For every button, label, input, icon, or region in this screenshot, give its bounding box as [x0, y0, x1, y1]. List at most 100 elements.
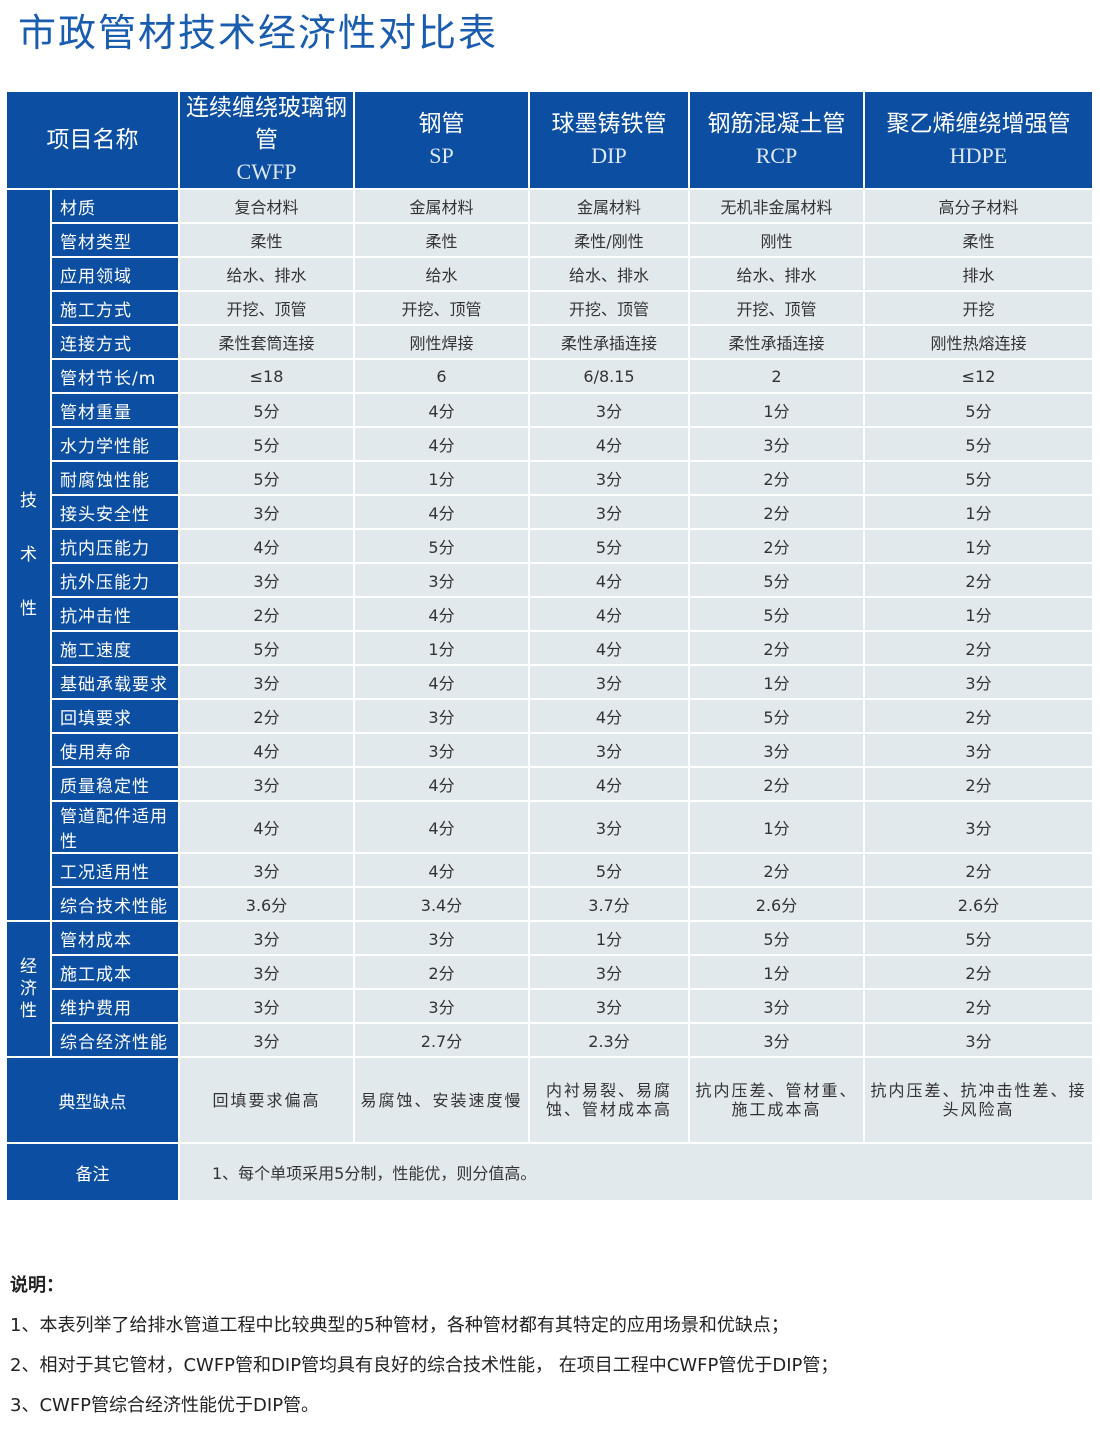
cell-value: 1分: [688, 392, 865, 428]
row-label: 工况适用性: [50, 852, 180, 888]
cell-value: 5分: [863, 460, 1094, 496]
cell-value: 3分: [353, 562, 530, 598]
cell-value: 3分: [178, 852, 355, 888]
cell-value: 4分: [353, 596, 530, 632]
cell-value: 4分: [178, 732, 355, 768]
cell-value: 3分: [528, 800, 690, 854]
row-label: 施工成本: [50, 954, 180, 990]
row-label: 质量稳定性: [50, 766, 180, 802]
column-name-en: RCP: [755, 143, 798, 168]
cell-value: 3分: [353, 988, 530, 1024]
cell-value: 1分: [688, 800, 865, 854]
cell-value: 高分子材料: [863, 188, 1094, 224]
column-name-en: SP: [429, 143, 454, 168]
explanation-line: 2、相对于其它管材，CWFP管和DIP管均具有良好的综合技术性能， 在项目工程中…: [10, 1355, 839, 1376]
cell-value: 3分: [353, 698, 530, 734]
cell-value: 开挖、顶管: [688, 290, 865, 326]
cell-value: 3分: [178, 920, 355, 956]
cell-value: 3分: [688, 426, 865, 462]
cell-value: 1分: [353, 630, 530, 666]
cell-value: 3.7分: [528, 886, 690, 922]
explanation-line: 1、本表列举了给排水管道工程中比较典型的5种管材，各种管材都有其特定的应用场景和…: [10, 1315, 789, 1336]
cell-value: 3分: [688, 732, 865, 768]
cell-value: 1分: [863, 494, 1094, 530]
cell-value: 4分: [353, 800, 530, 854]
defects-label: 典型缺点: [5, 1056, 180, 1144]
row-label: 连接方式: [50, 324, 180, 360]
cell-value: 5分: [688, 596, 865, 632]
explanation-heading: 说明：: [10, 1275, 64, 1296]
cell-value: 柔性承插连接: [528, 324, 690, 360]
cell-value: 5分: [178, 392, 355, 428]
defect-cell: 内衬易裂、易腐蚀、管材成本高: [528, 1056, 690, 1144]
cell-value: 3.6分: [178, 886, 355, 922]
cell-value: 给水、排水: [688, 256, 865, 292]
header-column-sp: 钢管 SP: [353, 90, 530, 190]
cell-value: 6/8.15: [528, 358, 690, 394]
cell-value: 4分: [528, 698, 690, 734]
defect-cell: 回填要求偏高: [178, 1056, 355, 1144]
cell-value: 开挖: [863, 290, 1094, 326]
cell-value: 柔性承插连接: [688, 324, 865, 360]
cell-value: 3分: [178, 1022, 355, 1058]
table-row: 技术性材质 复合材料 金属材料 金属材料 无机非金属材料 高分子材料: [5, 188, 1094, 922]
header-column-dip: 球墨铸铁管 DIP: [528, 90, 690, 190]
defects-row: 典型缺点 回填要求偏高 易腐蚀、安装速度慢 内衬易裂、易腐蚀、管材成本高 抗内压差、管材…: [5, 1056, 1094, 1144]
cell-value: 4分: [528, 766, 690, 802]
cell-value: 2分: [688, 852, 865, 888]
cell-value: 5分: [178, 460, 355, 496]
table-row: 施工成本 3分 2分 3分 1分 2分: [6, 954, 1094, 990]
cell-value: 2分: [688, 494, 865, 530]
row-label: 抗冲击性: [50, 596, 180, 632]
cell-value: 2分: [688, 528, 865, 564]
cell-value: 3分: [863, 664, 1094, 700]
cell-value: 1分: [353, 460, 530, 496]
cell-value: 排水: [863, 256, 1094, 292]
cell-value: 开挖、顶管: [353, 290, 530, 326]
cell-value: 2分: [863, 988, 1094, 1024]
cell-value: 2: [688, 358, 865, 394]
cell-value: 金属材料: [353, 188, 530, 224]
row-label: 材质: [50, 188, 180, 224]
cell-value: 3分: [863, 732, 1094, 768]
cell-value: 柔性: [863, 222, 1094, 258]
comparison-table: 项目名称 连续缠绕玻璃钢管 CWFP 钢管 SP 球墨铸铁管 DIP 钢筋混凝土管 RCP 聚乙…: [5, 90, 1094, 1202]
cell-value: 4分: [528, 630, 690, 666]
cell-value: 3分: [178, 766, 355, 802]
table-row: 抗外压能力 3分 3分 4分 5分 2分: [6, 562, 1094, 598]
explanation-line: 3、CWFP管综合经济性能优于DIP管。: [10, 1395, 320, 1416]
table-row: 施工速度 5分 1分 4分 2分 2分: [6, 630, 1094, 666]
column-name-cn: 球墨铸铁管: [551, 111, 667, 137]
cell-value: 5分: [688, 562, 865, 598]
cell-value: 4分: [528, 426, 690, 462]
row-label: 综合经济性能: [50, 1022, 180, 1058]
table-row: 管材节长/m ≤18 6 6/8.15 2 ≤12: [6, 358, 1094, 394]
row-label: 应用领域: [50, 256, 180, 292]
row-label: 管材节长/m: [50, 358, 180, 394]
cell-value: 3分: [528, 460, 690, 496]
cell-value: 2分: [863, 698, 1094, 734]
header-column-rcp: 钢筋混凝土管 RCP: [688, 90, 865, 190]
cell-value: 2分: [688, 766, 865, 802]
cell-value: 2分: [863, 766, 1094, 802]
row-label: 耐腐蚀性能: [50, 460, 180, 496]
cell-value: 3分: [528, 954, 690, 990]
row-label: 使用寿命: [50, 732, 180, 768]
cell-value: 给水、排水: [178, 256, 355, 292]
table-row: 接头安全性 3分 4分 3分 2分 1分: [6, 494, 1094, 530]
table-row: 质量稳定性 3分 4分 4分 2分 2分: [6, 766, 1094, 802]
table-row: 维护费用 3分 3分 3分 3分 2分: [6, 988, 1094, 1024]
cell-value: 5分: [688, 698, 865, 734]
column-name-en: HDPE: [949, 143, 1008, 168]
cell-value: ≤18: [178, 358, 355, 394]
cell-value: 2分: [178, 596, 355, 632]
row-label: 接头安全性: [50, 494, 180, 530]
cell-value: 3分: [863, 800, 1094, 854]
cell-value: 5分: [353, 528, 530, 564]
explanation: 说明： 1、本表列举了给排水管道工程中比较典型的5种管材，各种管材都有其特定的应…: [10, 1266, 838, 1426]
row-label: 管材成本: [50, 920, 180, 956]
column-name-cn: 钢管: [418, 111, 465, 137]
cell-value: 4分: [353, 494, 530, 530]
cell-value: 3分: [688, 1022, 865, 1058]
cell-value: 2分: [863, 954, 1094, 990]
